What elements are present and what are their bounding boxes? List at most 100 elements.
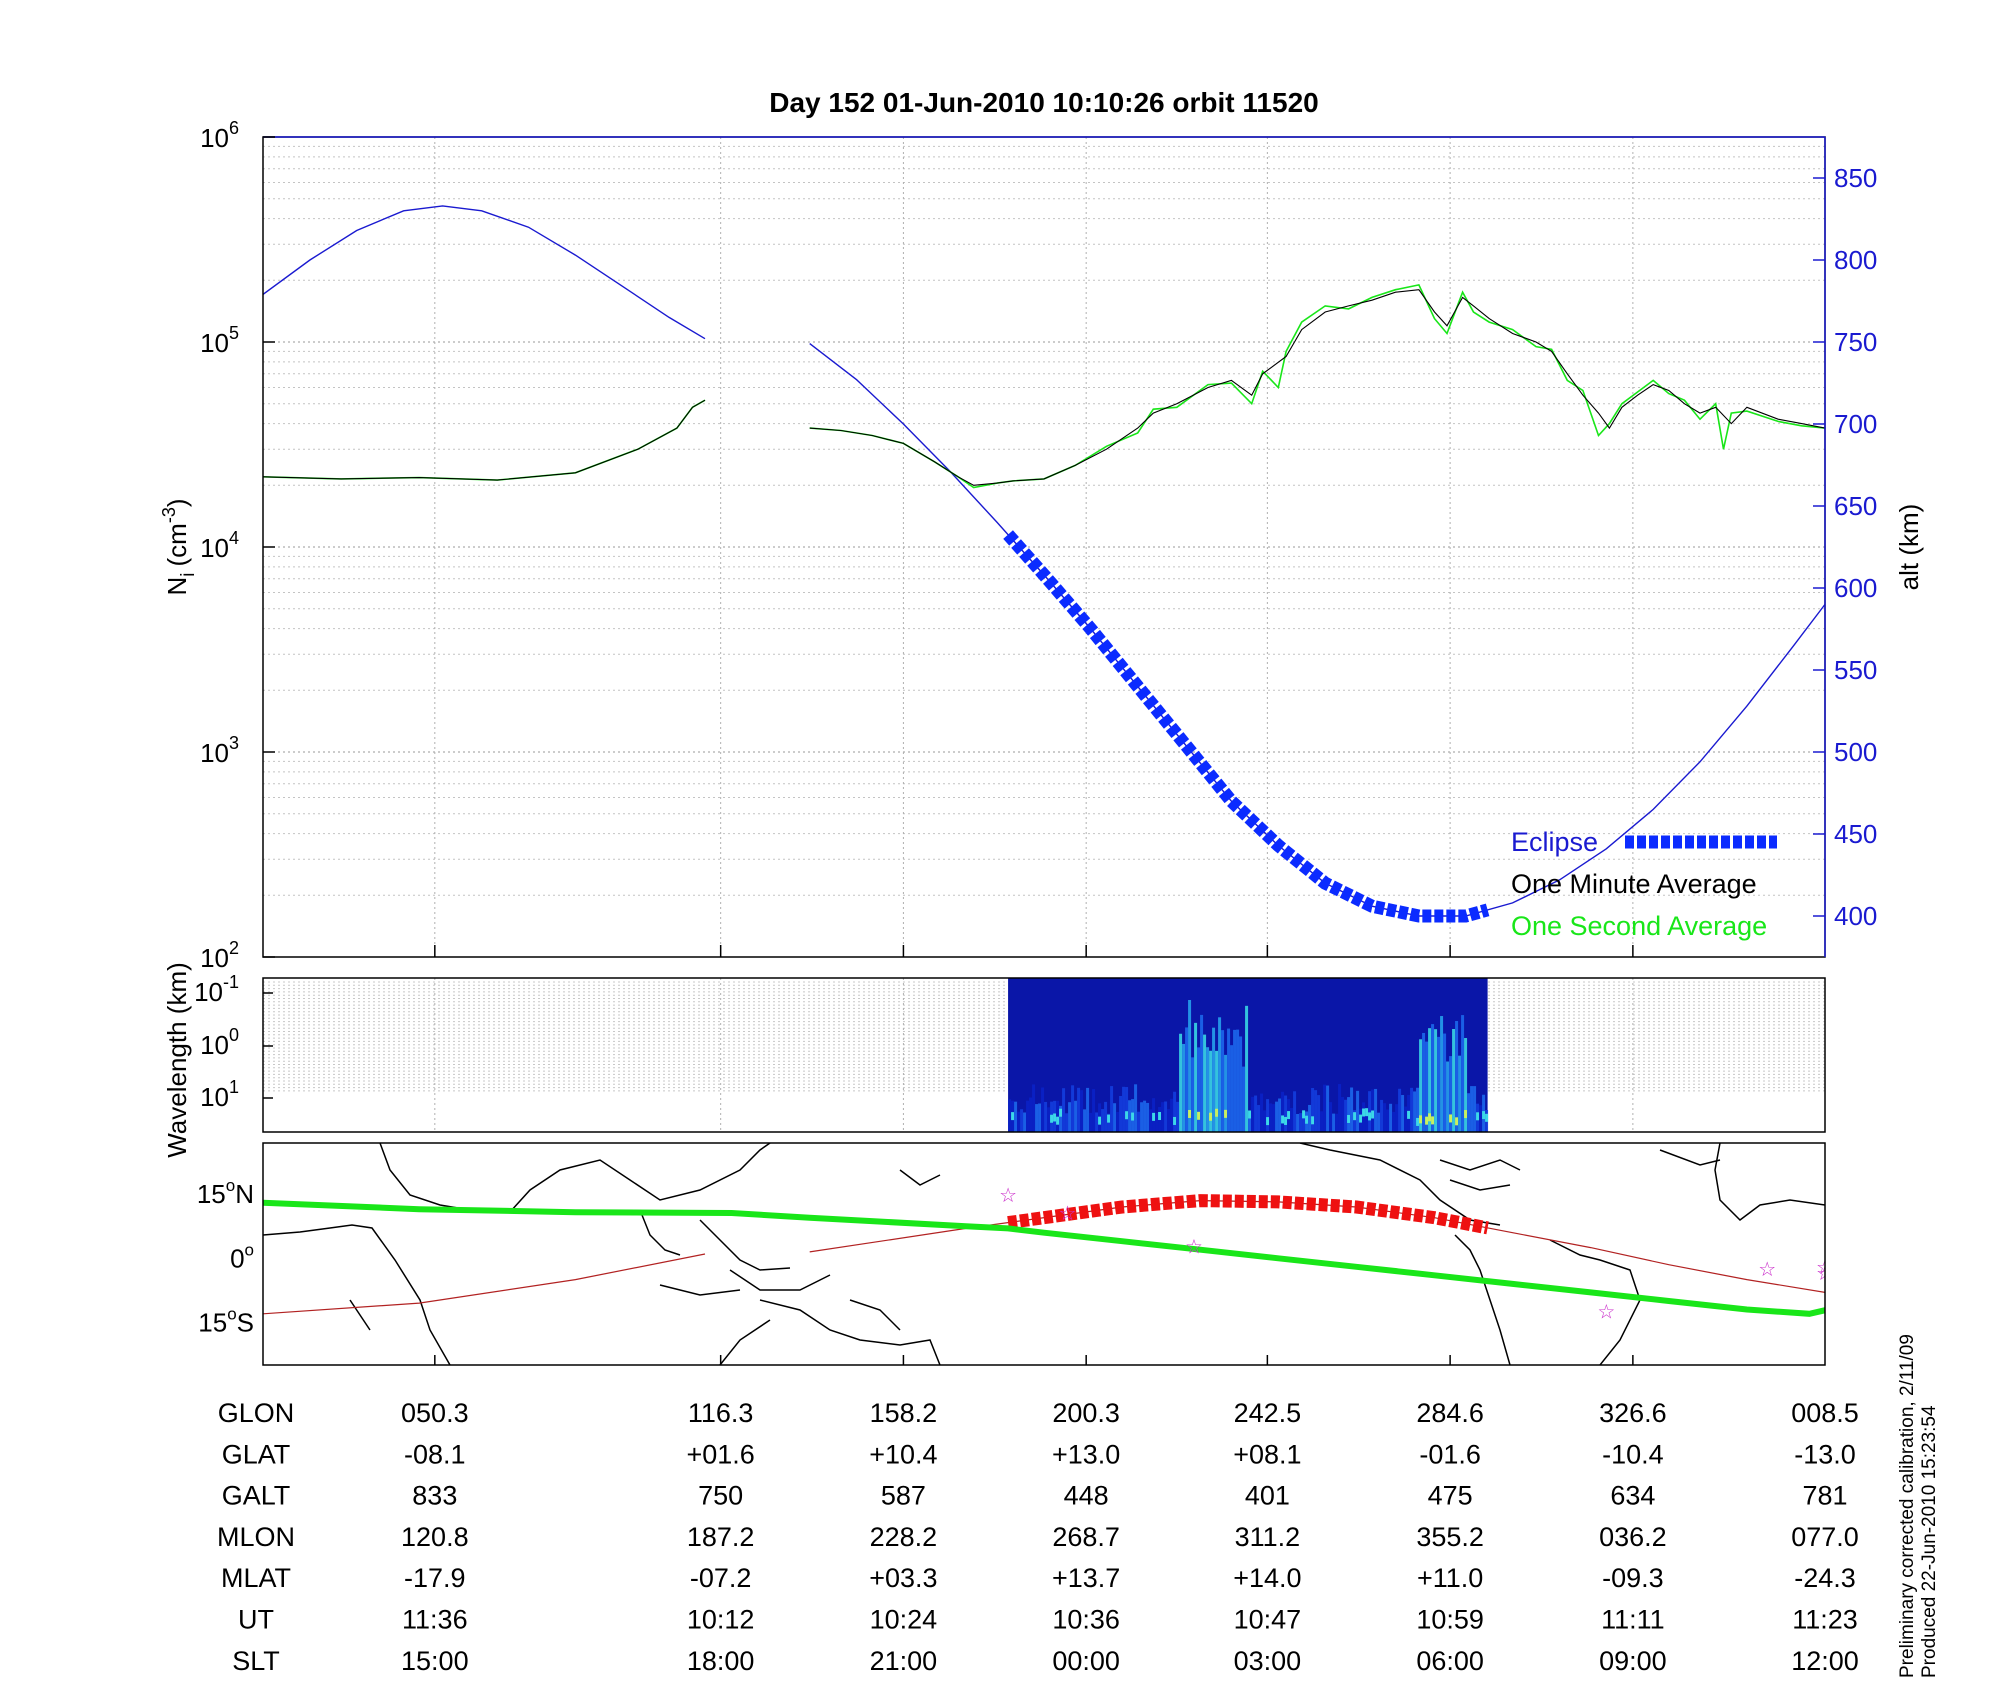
density-y-axis-label: Ni(cm-3) xyxy=(159,498,199,595)
density-y-tick-label: 103 xyxy=(200,733,239,768)
spectrogram-column xyxy=(1278,1098,1282,1132)
spectrogram-column xyxy=(1269,1103,1273,1132)
station-star-marker: ☆ xyxy=(1185,1236,1203,1258)
world-coastline-map xyxy=(263,1143,1825,1365)
spectrogram-hot-cell xyxy=(1248,1110,1252,1119)
spectrogram-column xyxy=(1413,1091,1417,1132)
spectrogram-column xyxy=(1164,1101,1168,1132)
spectrogram-column xyxy=(1218,1017,1222,1132)
spectrogram-column xyxy=(1272,1104,1276,1132)
spectrogram-column xyxy=(1275,1101,1279,1132)
coastline xyxy=(1454,1234,1511,1365)
table-cell: 008.5 xyxy=(1791,1398,1859,1428)
table-cell: +13.7 xyxy=(1052,1563,1120,1593)
altitude-y-tick-label: 700 xyxy=(1834,409,1877,439)
coastline xyxy=(263,1224,451,1365)
coastline xyxy=(699,1219,791,1271)
spectrogram-column xyxy=(1443,1033,1447,1132)
table-cell: 077.0 xyxy=(1791,1522,1859,1552)
spectrogram-hot-cell xyxy=(1284,1116,1288,1125)
table-cell: 187.2 xyxy=(687,1522,755,1552)
spectrogram-column xyxy=(1317,1095,1321,1132)
table-cell: -24.3 xyxy=(1794,1563,1856,1593)
spectrogram-column xyxy=(1113,1103,1117,1132)
table-cell: 242.5 xyxy=(1234,1398,1302,1428)
spectrogram-column xyxy=(1104,1101,1108,1132)
spectrogram-column xyxy=(1452,1029,1456,1132)
coastline xyxy=(349,1299,371,1331)
spectrogram-hot-cell xyxy=(1197,1111,1201,1120)
spectrogram-column xyxy=(1203,1034,1207,1132)
spectrogram-column xyxy=(1326,1085,1330,1132)
density-plot-area xyxy=(263,205,1825,923)
spectrogram-column xyxy=(1041,1087,1045,1132)
spectrogram-column xyxy=(1245,1005,1249,1132)
spectrogram-y-axis-label: Wavelength (km) xyxy=(162,962,192,1158)
spectrogram-column xyxy=(1191,1057,1195,1132)
legend-one-second-label: One Second Average xyxy=(1511,911,1767,941)
spectrogram-hot-cell xyxy=(1059,1108,1063,1117)
station-star-marker: ☆ xyxy=(1758,1259,1776,1281)
spectrogram-axes-frame xyxy=(262,977,1826,1133)
spectrogram-column xyxy=(1086,1087,1090,1132)
spectrogram-y-tick-label: 10-1 xyxy=(194,972,239,1007)
table-cell: 21:00 xyxy=(870,1646,938,1676)
table-cell: 036.2 xyxy=(1599,1522,1667,1552)
altitude-y-tick-label: 600 xyxy=(1834,573,1877,603)
spectrogram-column xyxy=(1071,1085,1075,1132)
spectrogram-hot-cell xyxy=(1215,1108,1219,1117)
spectrogram-hot-cell xyxy=(1266,1117,1270,1126)
spectrogram-y-tick-label: 101 xyxy=(200,1077,239,1112)
altitude-y-tick-label: 450 xyxy=(1834,819,1877,849)
legend-one-minute-label: One Minute Average xyxy=(1511,869,1757,899)
table-row-label: GALT xyxy=(222,1481,291,1511)
spectrogram-hot-cell xyxy=(1476,1112,1480,1121)
spectrogram-column xyxy=(1410,1087,1414,1132)
spectrogram-column xyxy=(1290,1107,1294,1132)
spectrogram-column xyxy=(1260,1093,1264,1132)
spectrogram-column xyxy=(1392,1111,1396,1132)
spectrogram-column xyxy=(1227,1028,1231,1132)
coastline xyxy=(759,1299,941,1365)
spectrogram-hot-cell xyxy=(1224,1109,1228,1118)
spectrogram-column xyxy=(1470,1086,1474,1132)
spectrogram-hot-cell xyxy=(1428,1113,1432,1122)
spectrogram-column xyxy=(1365,1113,1369,1132)
map-latitude-ticks: 15oN 0o 15oS xyxy=(197,1176,1634,1365)
spectrogram-column xyxy=(1200,1014,1204,1132)
table-cell: 475 xyxy=(1428,1481,1473,1511)
spectrogram-column xyxy=(1119,1095,1123,1132)
table-cell: 158.2 xyxy=(870,1398,938,1428)
spectrogram-column xyxy=(1386,1109,1390,1132)
spectrogram-column xyxy=(1212,1027,1216,1132)
spectrogram-hot-cell xyxy=(1425,1116,1429,1125)
spectrogram-hot-cell xyxy=(1362,1108,1366,1117)
table-cell: +11.0 xyxy=(1417,1563,1483,1593)
spectrogram-column xyxy=(1083,1109,1087,1132)
spectrogram-column xyxy=(1062,1088,1066,1132)
spectrogram-hot-cell xyxy=(1125,1111,1129,1120)
spectrogram-column xyxy=(1335,1113,1339,1132)
spectrogram-column xyxy=(1263,1110,1267,1132)
spectrogram-column xyxy=(1458,1055,1462,1132)
altitude-line xyxy=(809,343,1825,917)
spectrogram-column xyxy=(1017,1111,1021,1132)
table-cell: 326.6 xyxy=(1599,1398,1667,1428)
table-cell: 587 xyxy=(881,1481,926,1511)
one-minute-average-line xyxy=(809,289,1825,486)
spectrogram-column xyxy=(1122,1086,1126,1132)
table-cell: +08.1 xyxy=(1233,1439,1301,1469)
spectrogram-column xyxy=(1170,1098,1174,1132)
spectrogram-hot-cell xyxy=(1368,1112,1372,1121)
spectrogram-column xyxy=(1209,1050,1213,1132)
table-cell: 03:00 xyxy=(1234,1646,1302,1676)
spectrogram-column xyxy=(1197,1047,1201,1132)
table-cell: 401 xyxy=(1245,1481,1290,1511)
table-row-label: MLAT xyxy=(221,1563,291,1593)
one-second-average-line xyxy=(263,399,706,481)
table-cell: 06:00 xyxy=(1416,1646,1484,1676)
table-row-label: UT xyxy=(238,1605,274,1635)
spectrogram-column xyxy=(1284,1095,1288,1132)
spectrogram-column xyxy=(1440,1016,1444,1132)
